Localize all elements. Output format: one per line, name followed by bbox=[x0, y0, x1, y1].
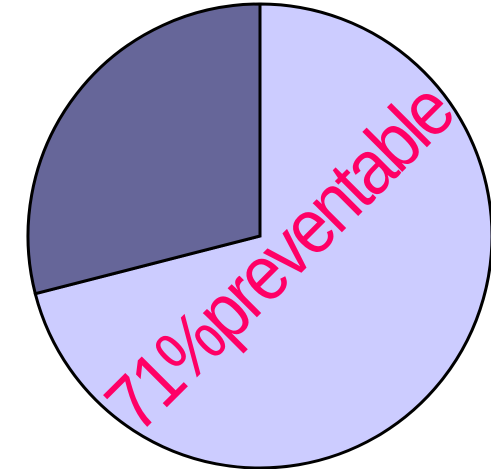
pie-slice bbox=[33, 2, 491, 469]
pie-slice bbox=[26, 2, 262, 296]
pie bbox=[26, 2, 491, 469]
